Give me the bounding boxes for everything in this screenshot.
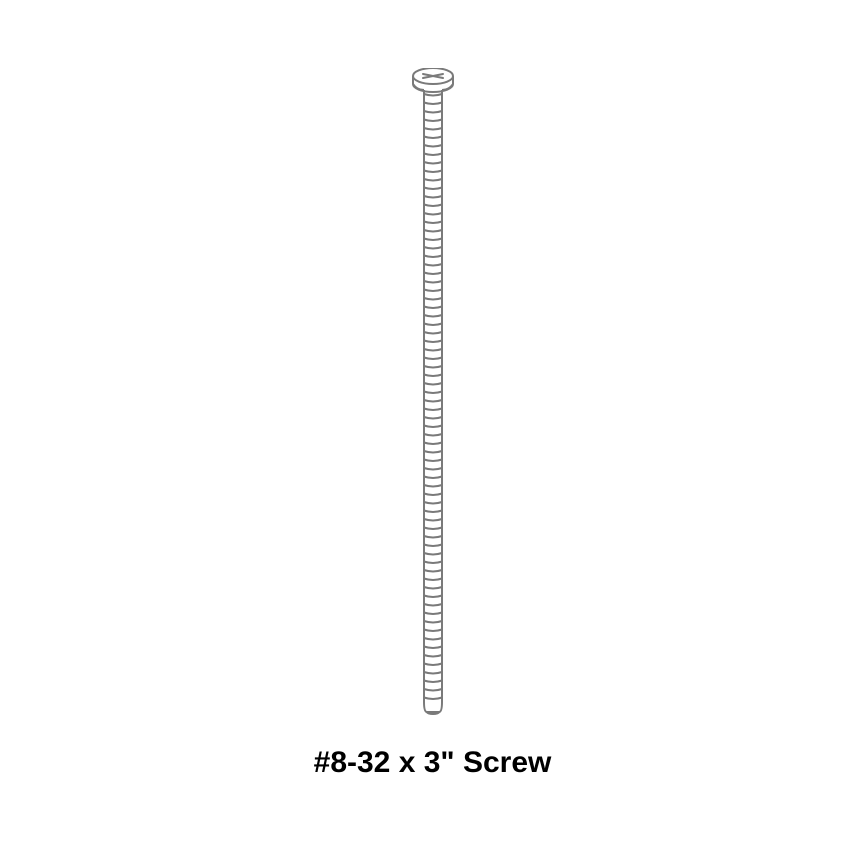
diagram-container: #8-32 x 3" Screw (0, 0, 865, 865)
screw-illustration (383, 68, 483, 728)
screw-caption: #8-32 x 3" Screw (314, 746, 552, 780)
